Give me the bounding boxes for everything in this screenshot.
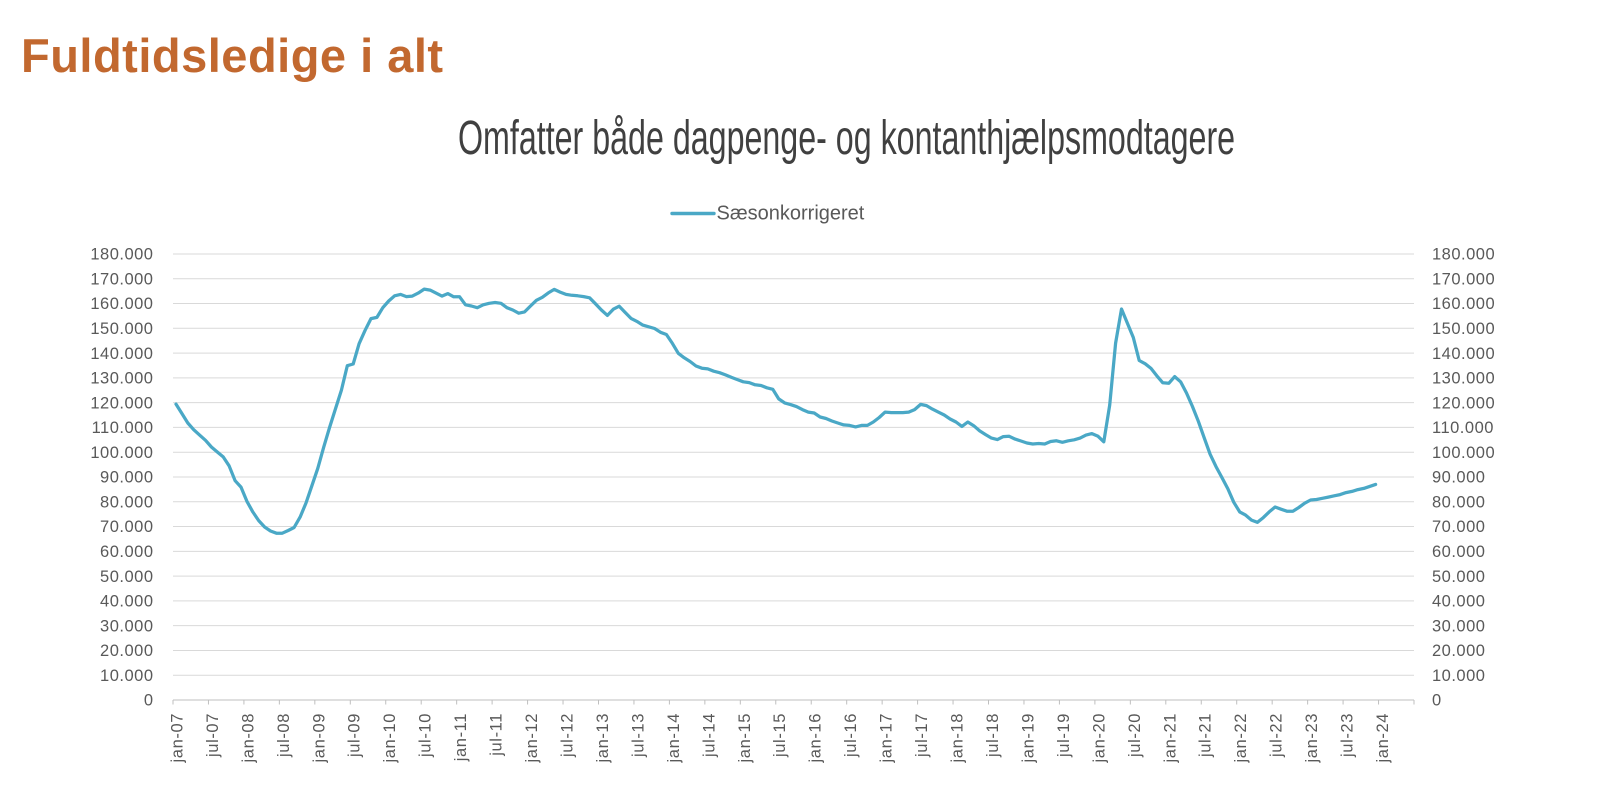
svg-text:jan-10: jan-10 [381,713,399,763]
svg-text:50.000: 50.000 [100,568,153,586]
svg-text:170.000: 170.000 [90,270,153,288]
svg-text:80.000: 80.000 [1432,493,1485,511]
svg-text:130.000: 130.000 [90,370,153,388]
svg-text:180.000: 180.000 [1432,246,1495,264]
svg-text:150.000: 150.000 [90,320,153,338]
svg-text:10.000: 10.000 [1432,667,1485,685]
svg-text:jul-22: jul-22 [1268,713,1286,758]
svg-text:jan-13: jan-13 [594,713,612,763]
svg-text:Sæsonkorrigeret: Sæsonkorrigeret [717,203,865,225]
svg-text:jul-15: jul-15 [771,713,789,758]
svg-text:150.000: 150.000 [1432,320,1495,338]
svg-text:jan-22: jan-22 [1232,713,1250,763]
svg-text:jan-19: jan-19 [1019,713,1037,763]
svg-text:jul-20: jul-20 [1126,713,1144,758]
svg-text:jul-21: jul-21 [1197,713,1215,758]
svg-text:jul-19: jul-19 [1055,713,1073,758]
svg-text:jul-13: jul-13 [629,713,647,758]
svg-text:jan-20: jan-20 [1090,713,1108,763]
svg-text:jan-08: jan-08 [239,713,257,763]
svg-text:140.000: 140.000 [1432,345,1495,363]
svg-text:90.000: 90.000 [1432,469,1485,487]
svg-text:jan-12: jan-12 [523,713,541,763]
svg-text:30.000: 30.000 [100,617,153,635]
svg-text:jul-23: jul-23 [1339,713,1357,758]
svg-text:jan-14: jan-14 [665,713,683,763]
svg-text:40.000: 40.000 [1432,593,1485,611]
svg-text:jan-11: jan-11 [452,713,470,762]
svg-text:jul-16: jul-16 [842,713,860,758]
svg-text:jan-09: jan-09 [310,713,328,763]
svg-text:40.000: 40.000 [100,593,153,611]
svg-text:jul-12: jul-12 [559,713,577,758]
svg-text:140.000: 140.000 [90,345,153,363]
svg-text:jan-17: jan-17 [878,713,896,763]
svg-text:jul-09: jul-09 [346,713,364,758]
svg-text:180.000: 180.000 [90,246,153,264]
svg-text:jul-11: jul-11 [488,713,506,757]
svg-text:jul-10: jul-10 [417,713,435,758]
svg-text:110.000: 110.000 [1432,419,1494,437]
svg-text:120.000: 120.000 [90,394,153,412]
svg-text:jan-24: jan-24 [1374,713,1392,763]
svg-text:jan-07: jan-07 [169,713,187,763]
svg-text:70.000: 70.000 [100,518,153,536]
svg-text:jul-14: jul-14 [700,713,718,758]
svg-text:jan-23: jan-23 [1303,713,1321,763]
svg-text:0: 0 [144,692,154,710]
svg-text:jan-18: jan-18 [949,713,967,763]
svg-text:160.000: 160.000 [1432,295,1495,313]
svg-text:60.000: 60.000 [1432,543,1485,561]
svg-text:120.000: 120.000 [1432,394,1495,412]
svg-text:jul-08: jul-08 [275,713,293,758]
svg-text:30.000: 30.000 [1432,617,1485,635]
svg-text:100.000: 100.000 [90,444,153,462]
svg-text:100.000: 100.000 [1432,444,1495,462]
svg-text:130.000: 130.000 [1432,370,1495,388]
svg-text:90.000: 90.000 [100,469,153,487]
svg-text:60.000: 60.000 [100,543,153,561]
svg-text:20.000: 20.000 [1432,642,1485,660]
svg-text:80.000: 80.000 [100,493,153,511]
svg-text:20.000: 20.000 [100,642,153,660]
svg-text:jul-17: jul-17 [913,713,931,758]
svg-text:jan-15: jan-15 [736,713,754,763]
svg-text:110.000: 110.000 [92,419,154,437]
svg-text:160.000: 160.000 [90,295,153,313]
svg-text:jul-18: jul-18 [984,713,1002,758]
svg-text:50.000: 50.000 [1432,568,1485,586]
svg-text:170.000: 170.000 [1432,270,1495,288]
svg-text:10.000: 10.000 [100,667,153,685]
svg-text:jul-07: jul-07 [204,713,222,758]
svg-text:jan-16: jan-16 [807,713,825,763]
svg-text:0: 0 [1432,692,1442,710]
svg-text:70.000: 70.000 [1432,518,1485,536]
svg-text:jan-21: jan-21 [1161,713,1179,763]
